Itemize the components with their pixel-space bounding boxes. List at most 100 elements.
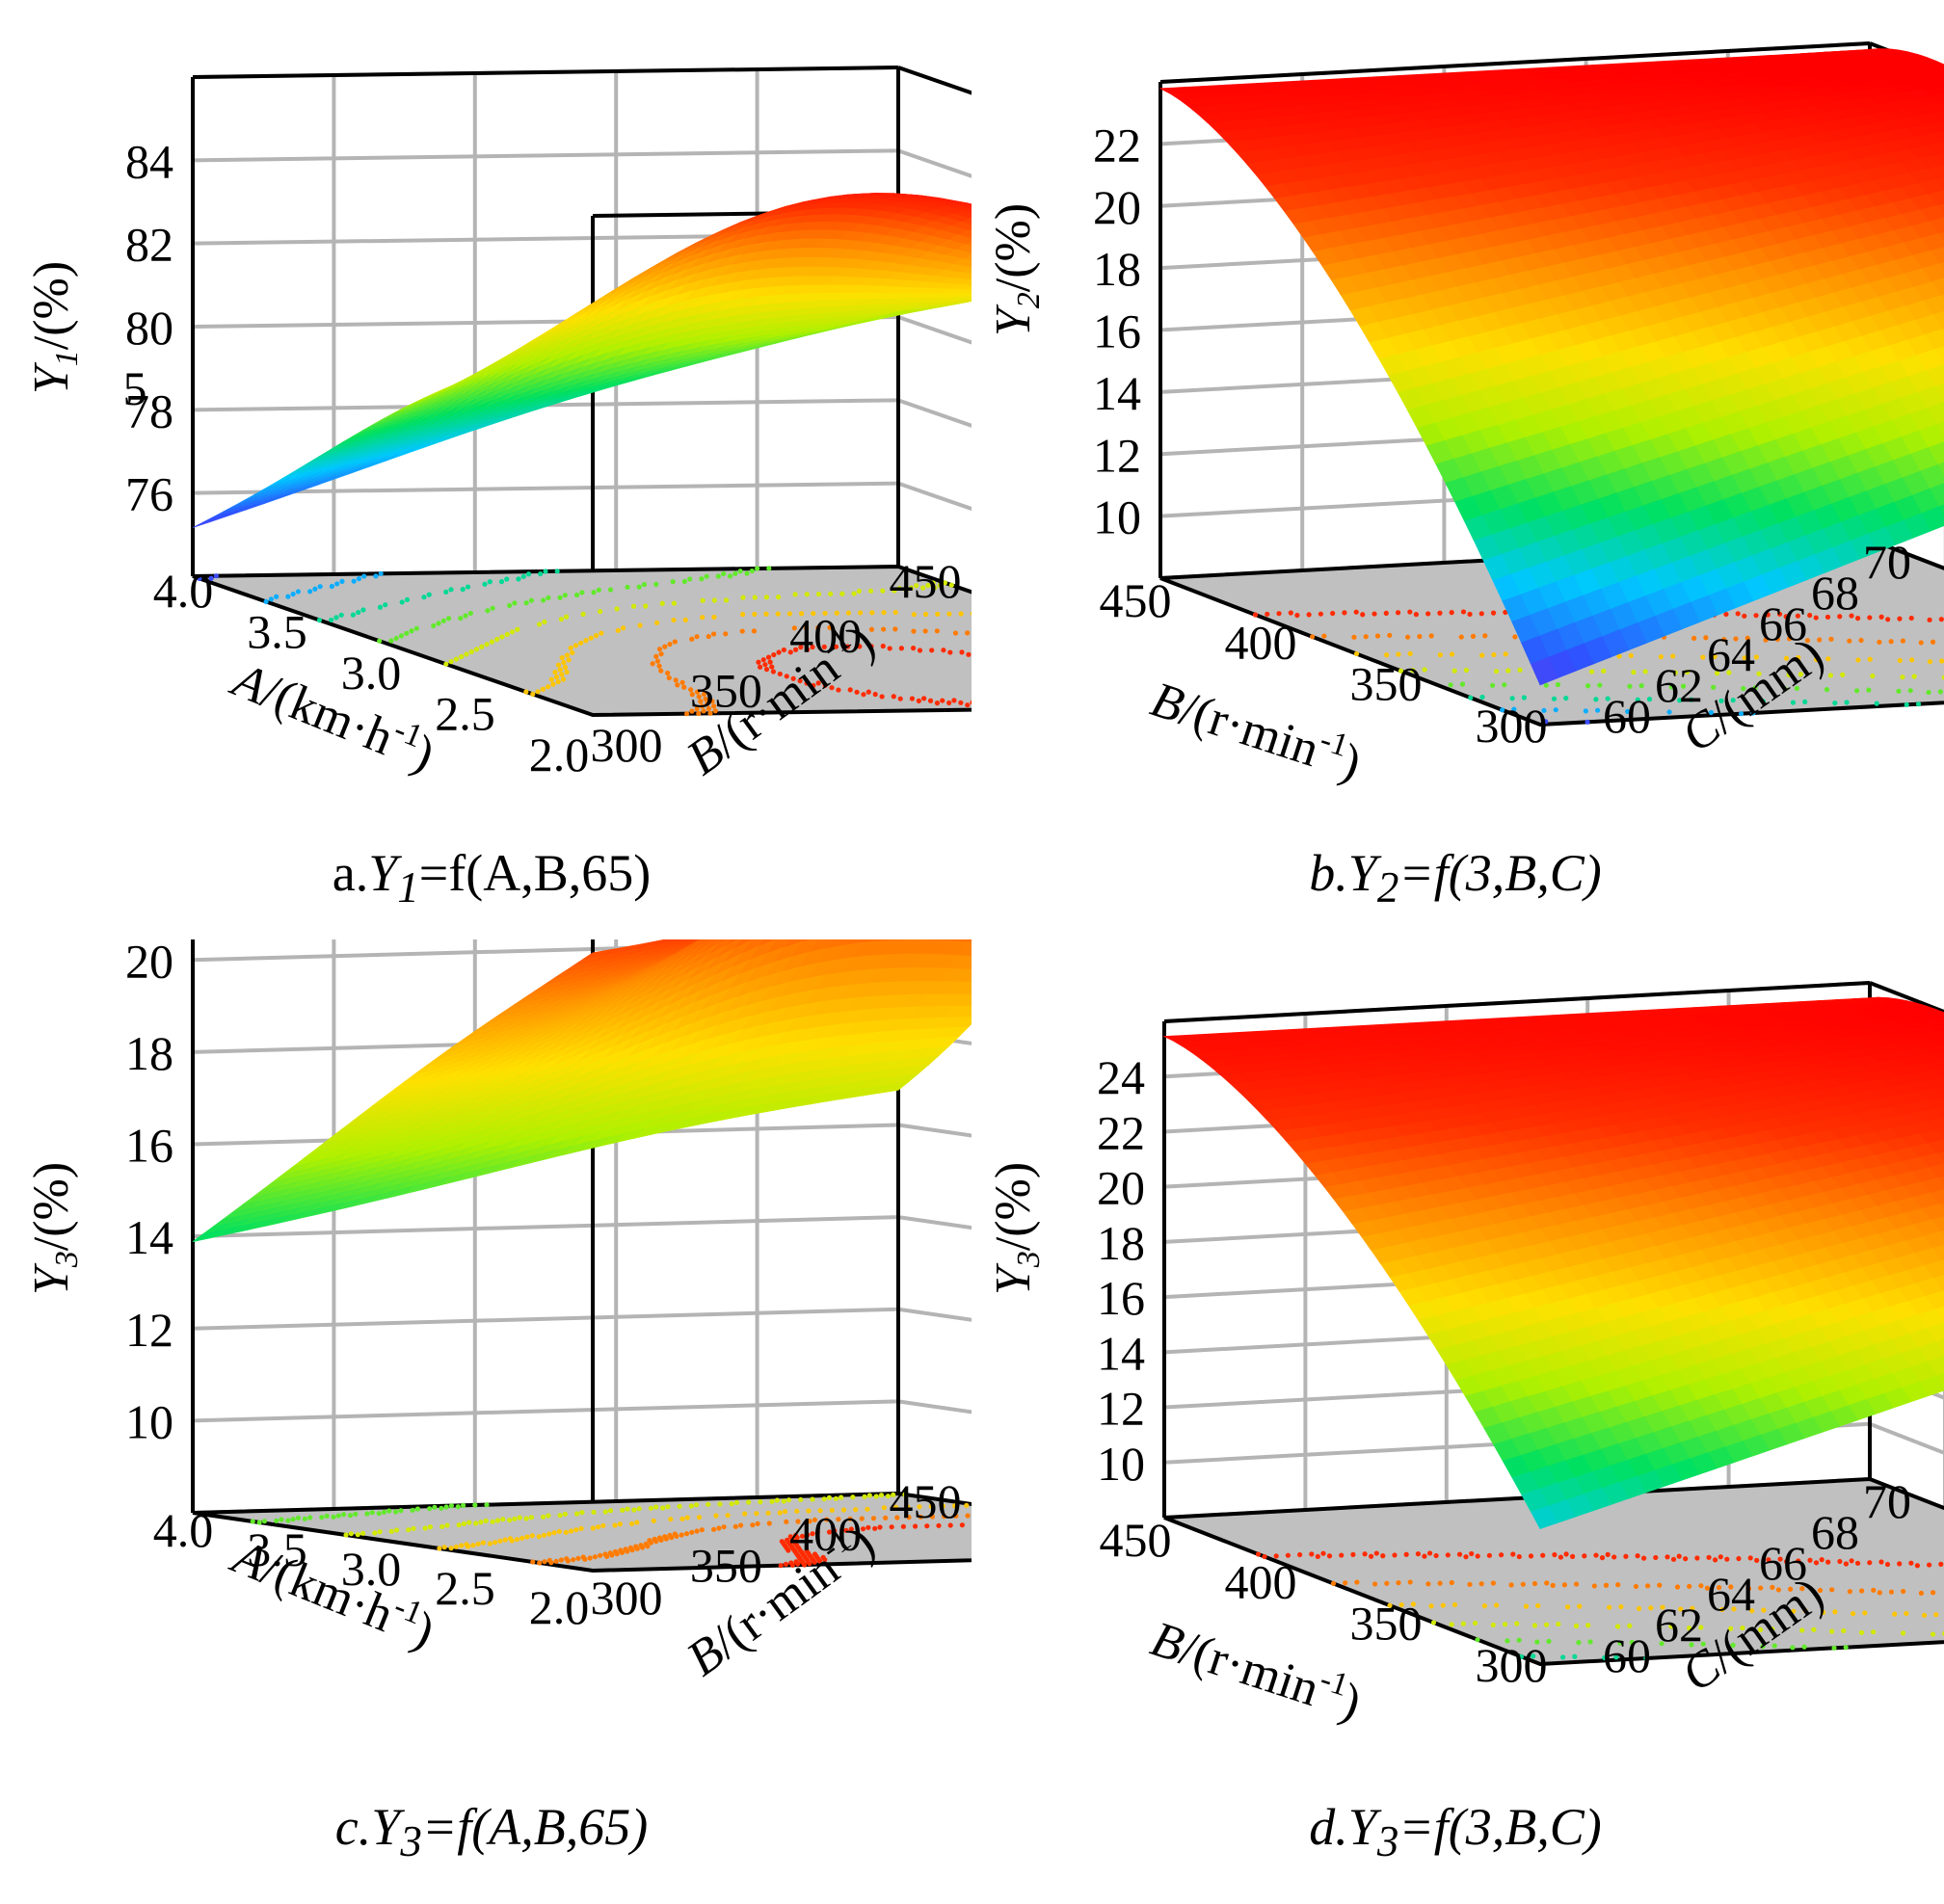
contour-point: [905, 1504, 911, 1510]
caption-sub: 2: [1376, 862, 1399, 912]
contour-point: [504, 631, 510, 638]
axis-var: Y: [986, 304, 1041, 336]
contour-point: [1482, 633, 1488, 639]
contour-point: [889, 1524, 894, 1530]
contour-point: [1855, 616, 1861, 621]
contour-point: [953, 1513, 959, 1519]
contour-point: [706, 633, 711, 640]
contour-point: [459, 1543, 465, 1548]
contour-point: [670, 579, 676, 585]
contour-point: [295, 1515, 302, 1521]
caption-prefix: b.: [1309, 844, 1348, 902]
contour-point: [790, 675, 796, 681]
contour-point: [1360, 612, 1366, 618]
contour-point: [388, 638, 394, 644]
contour-point: [440, 618, 446, 623]
contour-point: [542, 1559, 547, 1565]
axis-unit: /(r·min: [1174, 681, 1326, 778]
contour-point: [683, 1531, 690, 1537]
contour-point: [758, 1499, 763, 1505]
contour-point: [663, 1536, 669, 1542]
contour-point: [587, 1555, 593, 1561]
contour-point: [393, 1509, 399, 1515]
contour-point: [936, 1522, 942, 1528]
contour-point: [480, 1540, 487, 1546]
contour-point: [658, 668, 664, 674]
contour-point: [316, 618, 323, 623]
contour-point: [596, 587, 601, 593]
contour-point: [824, 1517, 830, 1522]
contour-point: [448, 1503, 454, 1509]
contour-point: [822, 682, 828, 688]
contour-point: [470, 1543, 476, 1548]
contour-point: [706, 1501, 711, 1507]
contour-point: [256, 1520, 262, 1525]
contour-point: [1867, 615, 1873, 621]
contour-point: [347, 1513, 354, 1519]
contour-point: [794, 1508, 800, 1514]
contour-point: [892, 626, 898, 632]
contour-point: [786, 611, 793, 617]
contour-point: [551, 1530, 557, 1536]
x-tick: 4.0: [153, 564, 214, 618]
contour-point: [783, 1561, 789, 1567]
contour-point: [514, 1537, 520, 1543]
x-tick: 300: [1476, 699, 1548, 753]
contour-point: [836, 1517, 841, 1522]
contour-point: [353, 1511, 359, 1517]
contour-point: [839, 1494, 844, 1500]
contour-point: [360, 607, 366, 613]
contour-point: [1711, 684, 1717, 690]
contour-point: [557, 667, 563, 673]
contour-point: [1509, 696, 1515, 701]
contour-point: [951, 698, 957, 703]
contour-point: [410, 1507, 415, 1513]
contour-point: [636, 584, 642, 590]
contour-point: [700, 597, 706, 603]
contour-point: [927, 698, 934, 703]
contour-point: [1553, 707, 1558, 713]
contour-point: [498, 579, 505, 585]
contour-point: [694, 634, 700, 640]
contour-point: [669, 1535, 675, 1541]
contour-point: [880, 643, 886, 649]
contour-point: [573, 1511, 580, 1517]
contour-point: [468, 648, 474, 654]
contour-point: [872, 1525, 878, 1531]
contour-point: [1756, 671, 1762, 676]
contour-point: [750, 1522, 756, 1528]
contour-point: [802, 1562, 808, 1568]
contour-point: [959, 649, 965, 655]
z-tick: 82: [125, 218, 173, 272]
contour-point: [1847, 638, 1852, 644]
contour-point: [307, 589, 313, 595]
contour-point: [548, 1560, 554, 1566]
contour-point: [1395, 610, 1401, 616]
contour-point: [546, 1513, 551, 1519]
contour-point: [810, 1496, 815, 1502]
contour-point: [461, 1521, 467, 1526]
contour-point: [507, 602, 513, 609]
contour-point: [484, 642, 490, 648]
contour-point: [1318, 611, 1323, 617]
contour-point: [843, 1527, 849, 1533]
contour-point: [376, 1511, 382, 1517]
contour-point: [1597, 682, 1603, 688]
contour-point: [494, 636, 500, 643]
contour-point: [1502, 682, 1507, 688]
contour-point: [662, 644, 668, 649]
contour-point: [489, 639, 494, 645]
contour-point: [355, 1532, 360, 1538]
z-tick: 76: [125, 467, 173, 521]
contour-point: [769, 664, 775, 670]
contour-point: [909, 696, 916, 701]
contour-point: [887, 646, 892, 651]
contour-point: [687, 576, 693, 582]
contour-point: [1866, 687, 1872, 693]
contour-point: [1742, 655, 1747, 661]
contour-point: [537, 1560, 543, 1566]
contour-point: [893, 1504, 899, 1510]
contour-point: [1825, 656, 1831, 662]
contour-point: [822, 610, 828, 617]
contour-point: [546, 1531, 552, 1537]
